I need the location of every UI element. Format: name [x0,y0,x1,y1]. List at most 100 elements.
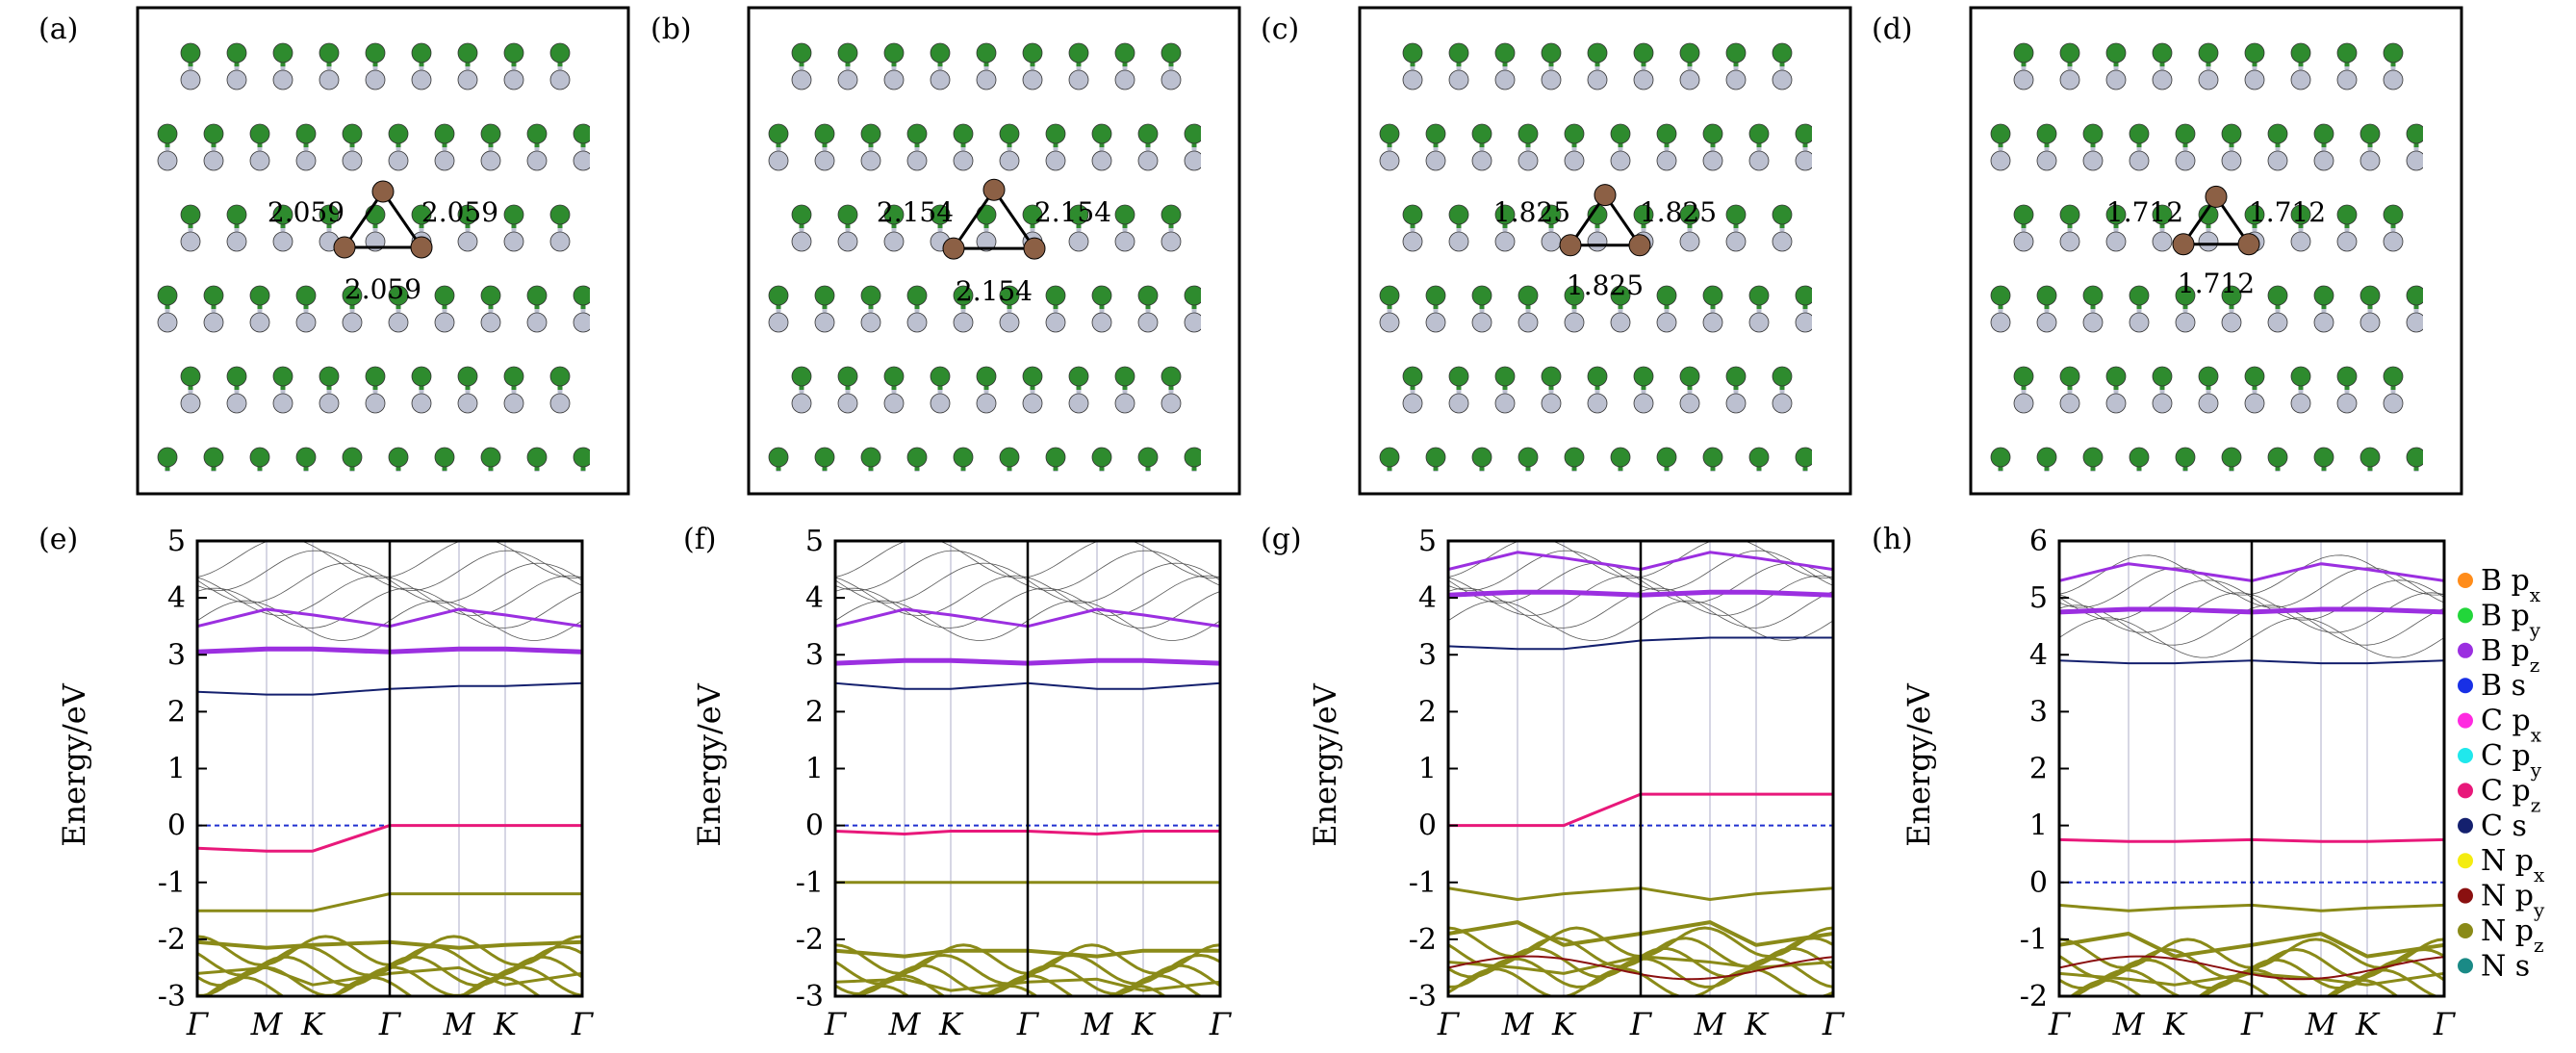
y-tick-label: 2 [805,695,824,729]
b-atom [2383,69,2404,90]
legend-item: C pz [2458,774,2540,816]
b-atom [1425,312,1446,333]
b-atom [1160,69,1182,90]
legend-swatch [2458,678,2473,694]
b-atom [180,231,201,252]
k-point-label: K [300,1006,326,1042]
legend-item: B py [2458,599,2541,641]
bond-length-label: 2.059 [421,196,498,228]
n-atom [2198,42,2219,64]
n-atom [1795,447,1812,468]
n-atom [2336,204,2358,225]
lattice-2: 1.825 1.825 1.825 [1379,42,1815,575]
n-atom [1114,42,1135,64]
n-atom [2336,42,2358,64]
b-atom [906,312,928,333]
n-atom [1748,285,1770,306]
n-atom [1068,42,1089,64]
b-atom [365,393,386,414]
n-atom [1448,42,1469,64]
bond-length-label: 1.825 [1493,196,1570,228]
b-atom [1518,312,1539,333]
n-atom [319,42,340,64]
b-atom [2221,150,2242,171]
b-atom [2129,150,2150,171]
n-atom [2059,204,2080,225]
n-atom [2106,528,2126,548]
n-atom [597,528,616,548]
c-atom [982,178,1006,201]
n-atom [1425,123,1446,144]
y-tick-label: -3 [158,980,186,1014]
n-atom [2383,42,2404,64]
b-atom [1795,150,1812,171]
n-atom [1634,528,1653,548]
n-atom [319,528,339,548]
legend: B pxB pyB pzB sC pxC pyC pzC sN pxN pyN … [2458,564,2545,983]
n-atom [2152,42,2173,64]
panel-label-f: (f) [683,523,717,556]
b-atom [1772,69,1793,90]
c-atom [1559,234,1582,257]
n-atom [1091,285,1112,306]
b-atom [1000,475,1019,494]
n-atom [388,447,409,468]
c-atom [1594,184,1617,207]
b-atom [157,150,178,171]
n-atom [272,42,293,64]
n-atom [883,204,905,225]
n-atom [226,42,247,64]
b-atom [1990,150,2011,171]
k-point-label: K [493,1006,519,1042]
b-atom [1564,312,1585,333]
k-point-label: M [250,1006,284,1042]
b-atom [2336,69,2358,90]
b-atom [1990,312,2011,333]
b-atom [2222,475,2241,494]
n-atom [814,285,835,306]
y-tick-label: -1 [1409,866,1437,900]
n-atom [884,528,904,548]
b-atom [769,475,788,494]
b-atom [976,69,997,90]
b-atom [768,150,789,171]
legend-swatch [2458,923,2473,938]
structure-panel-a: (a) [38,6,630,496]
b-atom [343,475,362,494]
b-atom [2036,150,2057,171]
b-atom [1796,475,1815,494]
n-atom [2430,43,2449,63]
b-atom [931,555,950,575]
c-atom [371,180,395,203]
y-tick-label: 3 [1418,638,1437,672]
n-atom [1045,285,1066,306]
b-atom [526,312,548,333]
n-atom [342,123,363,144]
panel-label-e: (e) [38,523,78,556]
n-atom [2036,447,2057,468]
n-atom [1633,204,1654,225]
n-atom [2221,123,2242,144]
b-atom [1795,312,1812,333]
k-point-label: K [1744,1006,1770,1042]
b-atom [1679,69,1700,90]
n-atom [2013,204,2034,225]
b-atom [2430,555,2449,575]
y-tick-label: 1 [167,753,186,786]
n-atom [203,285,224,306]
b-atom [2082,150,2104,171]
y-tick-label: -3 [796,980,824,1014]
b-atom [457,69,478,90]
legend-label: N py [2481,880,2545,922]
n-atom [1091,447,1112,468]
b-atom [1726,555,1746,575]
n-atom [1680,528,1699,548]
b-atom [135,555,154,575]
n-atom [457,366,478,387]
panel-label-c: (c) [1261,13,1299,46]
n-atom [411,366,432,387]
y-tick-label: 4 [1418,581,1437,615]
n-atom [2198,366,2219,387]
k-point-label: K [938,1006,964,1042]
b-atom [1137,312,1159,333]
